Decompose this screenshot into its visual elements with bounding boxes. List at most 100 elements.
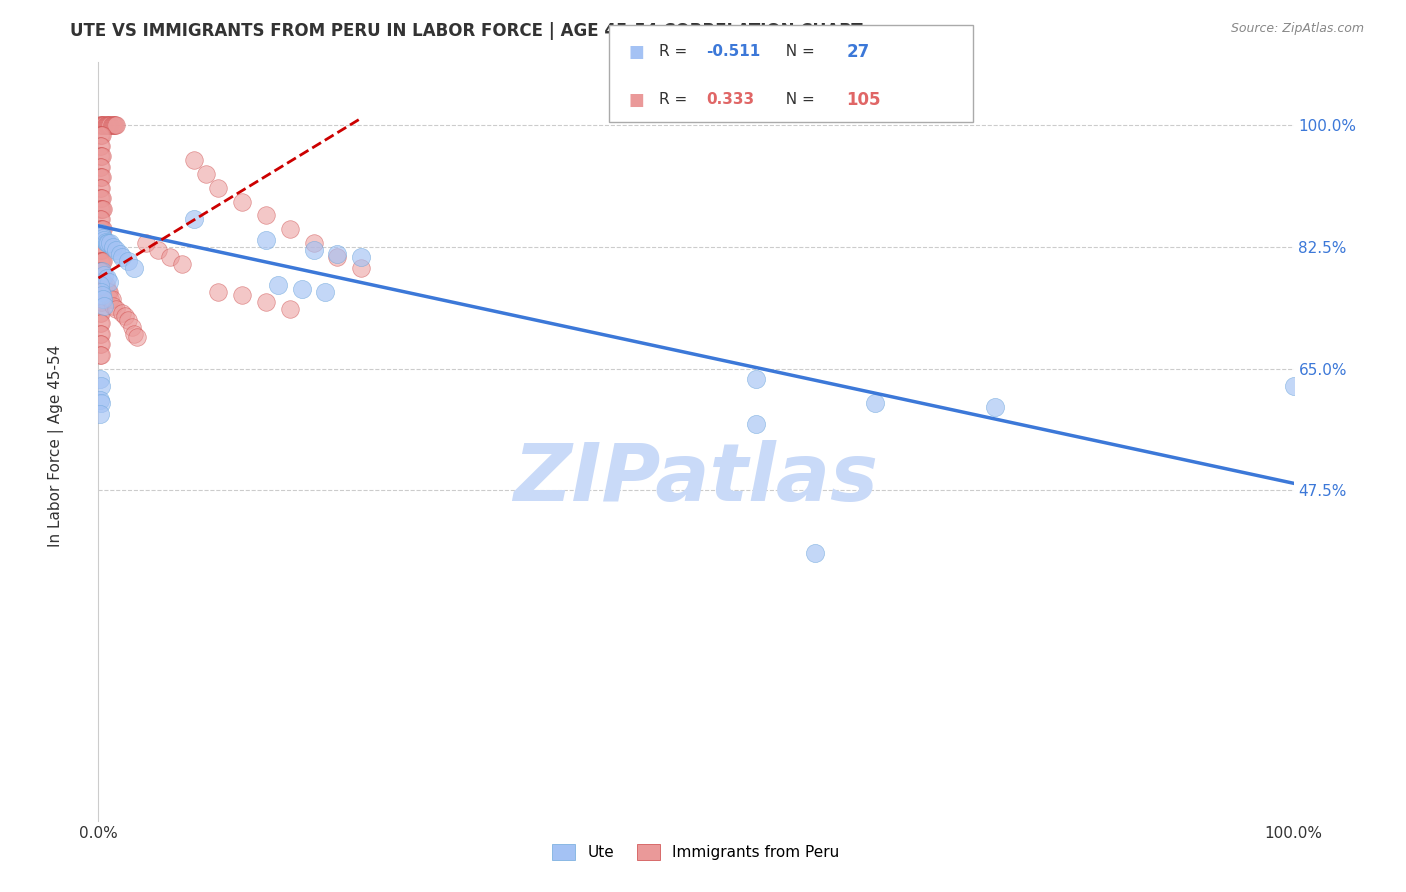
Point <box>89 191 111 205</box>
Point <box>89 326 111 341</box>
Point <box>101 240 124 254</box>
Point <box>100 118 122 132</box>
Point <box>291 281 314 295</box>
Point <box>89 372 111 386</box>
Point <box>172 257 194 271</box>
Point <box>278 222 301 236</box>
Point <box>89 244 111 258</box>
Point <box>207 180 229 194</box>
Point <box>117 253 139 268</box>
Point <box>91 275 114 289</box>
Point <box>90 275 112 289</box>
Point <box>90 396 112 410</box>
Text: ■: ■ <box>628 91 644 109</box>
Point <box>89 407 111 421</box>
Point <box>315 285 337 299</box>
Point <box>89 202 111 216</box>
Text: N =: N = <box>776 45 820 59</box>
Point <box>97 285 120 299</box>
Point <box>90 233 112 247</box>
Text: R =: R = <box>659 93 697 107</box>
Point <box>90 191 112 205</box>
Point <box>90 285 112 299</box>
Point <box>89 392 111 407</box>
Point <box>90 306 112 320</box>
Point <box>93 278 115 293</box>
Point <box>93 268 115 282</box>
Point <box>91 253 114 268</box>
Point <box>90 379 112 393</box>
Point <box>254 233 277 247</box>
Point <box>98 285 121 299</box>
Point <box>89 306 111 320</box>
Point <box>89 253 111 268</box>
Point <box>98 275 121 289</box>
Point <box>97 118 120 132</box>
Point <box>195 167 218 181</box>
Point <box>91 292 114 306</box>
Point <box>96 118 118 132</box>
Point <box>326 250 349 264</box>
Point <box>350 250 373 264</box>
Point <box>91 149 114 163</box>
Legend: Ute, Immigrants from Peru: Ute, Immigrants from Peru <box>547 838 845 866</box>
Point <box>91 191 114 205</box>
Point <box>90 180 112 194</box>
Point <box>90 226 112 240</box>
Text: 27: 27 <box>846 43 870 61</box>
Point <box>90 128 112 143</box>
Text: N =: N = <box>776 93 820 107</box>
Point <box>90 285 112 299</box>
Point <box>91 170 114 185</box>
Point <box>350 260 373 275</box>
Point <box>90 202 112 216</box>
Text: Source: ZipAtlas.com: Source: ZipAtlas.com <box>1230 22 1364 36</box>
Point <box>254 295 277 310</box>
Text: R =: R = <box>659 45 693 59</box>
Text: -0.511: -0.511 <box>706 45 761 59</box>
Point <box>100 292 122 306</box>
Point <box>89 295 111 310</box>
Point <box>91 244 114 258</box>
Text: 0.333: 0.333 <box>706 93 754 107</box>
Point <box>90 348 112 362</box>
Point <box>90 139 112 153</box>
Point <box>89 160 111 174</box>
Point <box>745 417 768 432</box>
Point <box>98 118 122 132</box>
Point <box>93 118 115 132</box>
Point <box>94 278 117 293</box>
Point <box>124 326 146 341</box>
Point <box>89 348 111 362</box>
Point <box>89 275 111 289</box>
Point <box>98 236 122 251</box>
Point <box>90 316 112 330</box>
Point <box>89 229 111 244</box>
Text: ZIPatlas: ZIPatlas <box>513 441 879 518</box>
Point <box>90 295 112 310</box>
Point <box>326 246 349 260</box>
Point <box>104 118 127 132</box>
Point <box>89 285 111 299</box>
Point <box>91 295 114 310</box>
Point <box>89 222 111 236</box>
Point <box>90 149 112 163</box>
Point <box>183 211 205 226</box>
Point <box>98 118 121 132</box>
Point <box>254 209 277 223</box>
Point <box>231 288 253 302</box>
Text: 105: 105 <box>846 91 882 109</box>
Point <box>89 128 111 143</box>
Point <box>89 139 111 153</box>
Point <box>111 306 134 320</box>
Point <box>124 260 146 275</box>
Point <box>91 231 114 245</box>
Point <box>91 222 114 236</box>
Point <box>101 118 124 132</box>
Point <box>111 250 134 264</box>
Point <box>91 264 114 278</box>
Point <box>121 319 143 334</box>
Point <box>93 233 115 247</box>
Point <box>1282 379 1305 393</box>
Point <box>89 264 111 278</box>
